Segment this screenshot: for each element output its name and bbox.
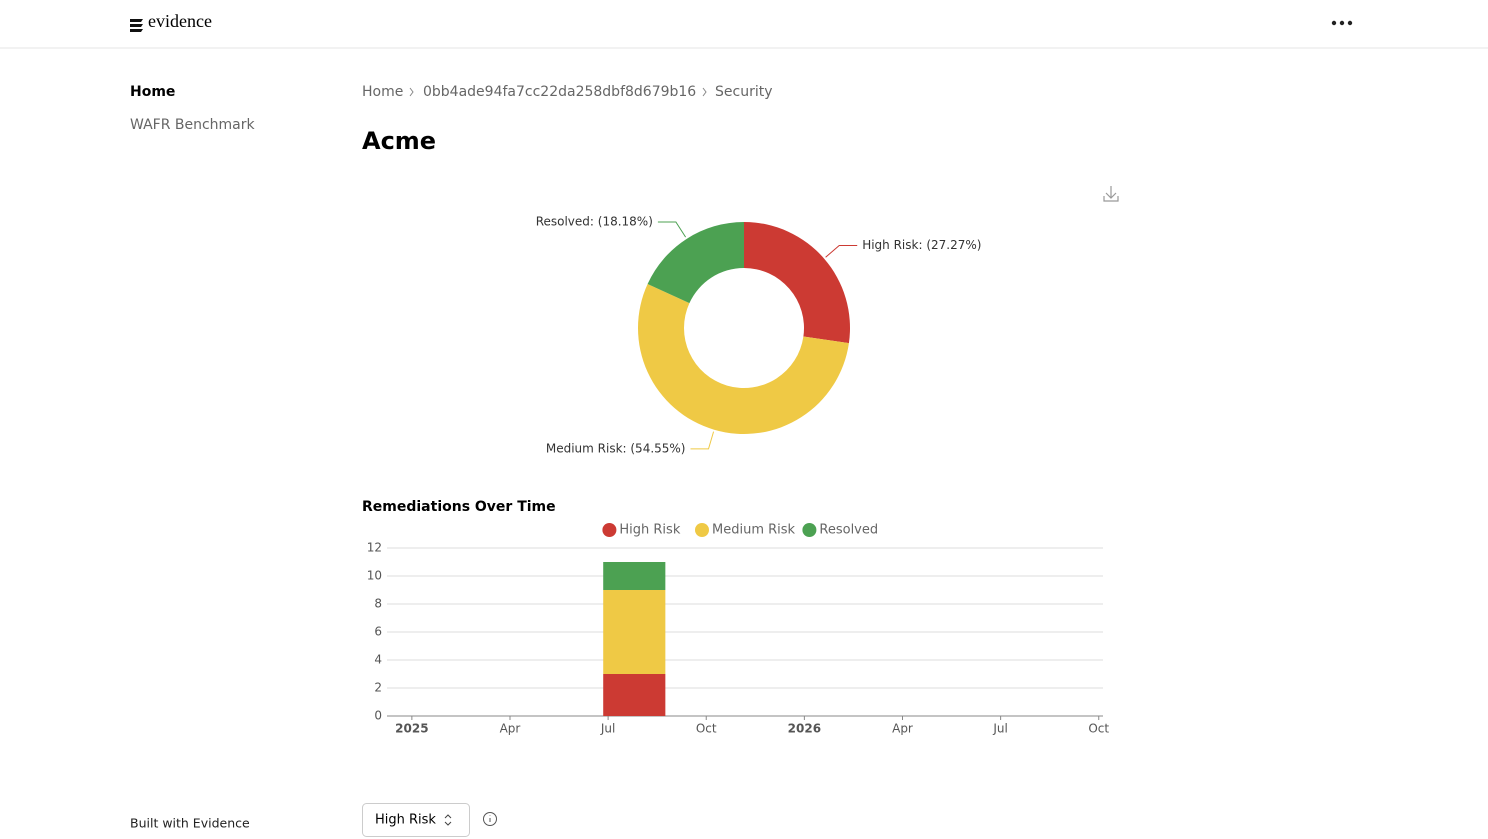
x-tick-label: 2025 <box>395 722 428 736</box>
bar-segment <box>603 590 666 674</box>
slice-label: High Risk: (27.27%) <box>862 238 981 252</box>
x-tick-label: Jul <box>992 722 1007 736</box>
legend-swatch <box>802 523 817 537</box>
dropdown-value: High Risk <box>375 813 436 828</box>
nav-link[interactable]: Home <box>130 84 175 100</box>
y-tick-label: 4 <box>374 653 382 667</box>
x-tick-label: 2026 <box>788 722 821 736</box>
y-tick-label: 10 <box>367 569 382 583</box>
y-tick-label: 6 <box>374 625 382 639</box>
legend-label: High Risk <box>619 523 680 538</box>
leader-line <box>690 431 715 450</box>
logo-text: evidence <box>148 11 212 31</box>
page-title: Acme <box>362 127 436 155</box>
leader-line <box>825 244 858 258</box>
info-button[interactable] <box>483 812 497 826</box>
x-tick-label: Oct <box>1088 722 1109 736</box>
dot <box>1331 20 1337 26</box>
dot <box>1347 20 1353 26</box>
x-tick-label: Apr <box>500 722 521 736</box>
logo[interactable]: evidence <box>130 11 212 32</box>
legend-label: Medium Risk <box>712 523 796 538</box>
bar-segment <box>603 674 666 716</box>
logo-icon <box>130 19 143 32</box>
pie-slice <box>647 222 744 304</box>
legend-item[interactable]: High Risk <box>602 523 681 538</box>
slice-label: Medium Risk: (54.55%) <box>546 441 686 455</box>
y-tick-label: 12 <box>367 541 382 555</box>
nav-link[interactable]: WAFR Benchmark <box>130 117 256 133</box>
menu-button[interactable] <box>1331 20 1353 26</box>
pie-slice <box>744 222 850 344</box>
breadcrumb-link[interactable]: Home <box>362 84 403 100</box>
legend-item[interactable]: Resolved <box>802 523 878 538</box>
breadcrumb-current: Security <box>715 84 773 100</box>
slice-label: Resolved: (18.18%) <box>536 214 653 228</box>
pie-slice <box>637 283 849 434</box>
dropdown-box <box>362 803 470 837</box>
legend-item[interactable]: Medium Risk <box>695 523 796 538</box>
dropdown-arrow <box>444 814 452 826</box>
dot <box>1339 20 1345 26</box>
footer-text: Built with Evidence <box>130 816 250 831</box>
breadcrumb-sep <box>409 87 414 97</box>
y-tick-label: 0 <box>374 709 382 723</box>
y-tick-label: 8 <box>374 597 382 611</box>
download-button[interactable] <box>1103 186 1119 202</box>
breadcrumb-sep <box>702 87 707 97</box>
legend-swatch <box>602 523 617 537</box>
info-icon <box>483 812 497 826</box>
dropdown[interactable]: High Risk <box>362 803 470 837</box>
y-tick-label: 2 <box>374 681 382 695</box>
legend-label: Resolved <box>819 523 878 538</box>
bar-segment <box>603 562 666 590</box>
leader-line <box>657 221 687 238</box>
x-tick-label: Jul <box>600 722 615 736</box>
breadcrumb-link[interactable]: 0bb4ade94fa7cc22da258dbf8d679b16 <box>423 84 696 100</box>
x-tick-label: Apr <box>892 722 913 736</box>
legend-swatch <box>695 523 709 537</box>
download-icon <box>1103 186 1119 202</box>
chart-title: Remediations Over Time <box>362 499 556 515</box>
x-tick-label: Oct <box>696 722 717 736</box>
